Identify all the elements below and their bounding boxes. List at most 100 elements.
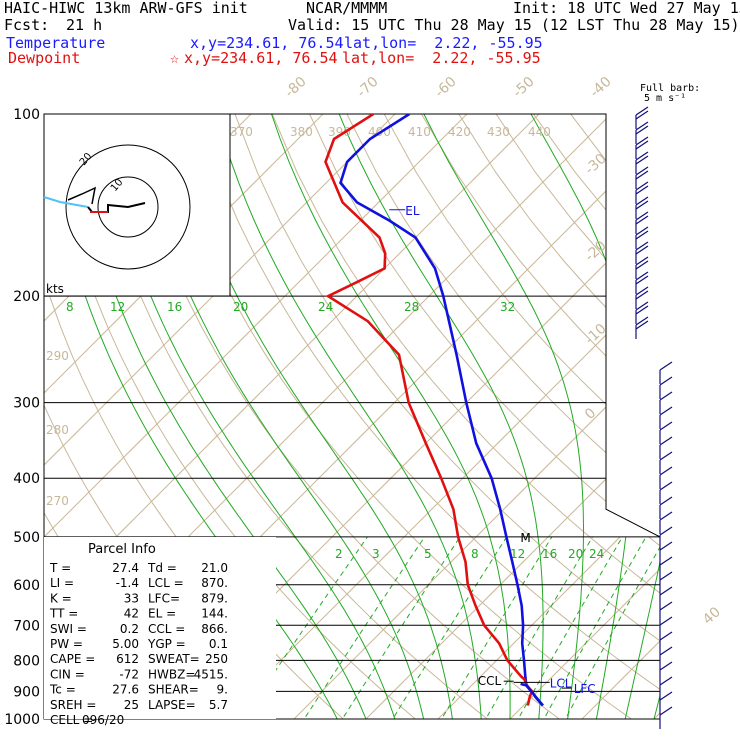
mixing-ratio-label: 2 xyxy=(335,547,343,561)
dry-adiabat-line xyxy=(495,114,660,719)
mixing-ratio-line xyxy=(333,536,461,719)
isotherm-label: 0 xyxy=(582,405,599,423)
parcel-info-key: CAPE = xyxy=(50,652,95,666)
moist-adiabat-line xyxy=(99,114,396,719)
wind-barb-flag xyxy=(659,406,673,416)
dry-adiabat-line xyxy=(122,114,578,719)
mixing-ratio-label: 28 xyxy=(404,300,419,314)
parcel-info-value: 21.0 xyxy=(201,561,228,575)
wind-barb-flag xyxy=(635,290,649,300)
wind-barb-flag xyxy=(635,271,649,281)
parcel-info-value: 27.6 xyxy=(112,683,139,697)
pressure-tick-label: 300 xyxy=(13,396,40,412)
dry-adiabat-line xyxy=(607,114,660,719)
parcel-info-key: LI = xyxy=(50,576,74,590)
wind-barb-flag xyxy=(659,646,673,656)
mixing-ratio-label: 8 xyxy=(471,547,479,561)
hodograph-trace xyxy=(43,196,89,208)
ccl-label: CCL xyxy=(478,674,502,688)
isotherm-line xyxy=(640,114,660,719)
temperature-latlon: lat,lon= 2.22, -55.95 xyxy=(344,34,543,52)
dry-adiabat-line xyxy=(234,114,660,719)
isotherm-line xyxy=(352,114,660,719)
wind-barb-flag xyxy=(635,170,649,180)
hodograph-ring xyxy=(97,176,159,238)
parcel-info-title: Parcel Info xyxy=(88,542,156,557)
parcel-info-value: 096/20 xyxy=(82,713,124,727)
parcel-info-value: 25 xyxy=(124,698,139,712)
parcel-info-key: EL = xyxy=(148,607,176,621)
wind-barb-flag xyxy=(659,391,673,401)
parcel-info-value: 250 xyxy=(205,652,228,666)
wind-barb-flag xyxy=(635,151,649,161)
mixing-ratio-label: 5 xyxy=(424,547,432,561)
wind-barb-flag xyxy=(659,586,673,596)
parcel-info-value: 4515. xyxy=(194,667,228,681)
moist-adiabat-line xyxy=(132,114,425,719)
isotherm-line xyxy=(424,114,660,719)
parcel-info-value: 144. xyxy=(201,607,228,621)
hodograph-ring xyxy=(65,144,191,270)
moist-adiabat-line xyxy=(423,114,584,719)
star-icon: ☆ xyxy=(170,49,180,67)
moist-adiabat-line xyxy=(215,114,482,719)
mixing-ratio-label: 8 xyxy=(66,300,74,314)
theta-label: 270 xyxy=(46,494,69,508)
dry-adiabat-line xyxy=(85,114,505,719)
parcel-info-key: CELL = xyxy=(50,713,93,727)
wind-barb-flag xyxy=(659,481,673,491)
wind-barb-flag xyxy=(635,245,649,255)
dry-adiabat-line xyxy=(458,114,660,719)
dewpoint-legend: Dewpoint xyxy=(8,49,81,67)
el-label: EL xyxy=(405,204,420,218)
pressure-tick-label: 500 xyxy=(13,530,40,546)
isotherm-line xyxy=(496,114,660,719)
isotherm-line xyxy=(280,114,660,719)
parcel-info-key: SWEAT= xyxy=(148,652,200,666)
pressure-tick-label: 800 xyxy=(13,653,40,669)
parcel-info-key: Td = xyxy=(147,561,177,575)
hodograph-trace xyxy=(67,186,97,205)
wind-barb-flag xyxy=(635,241,649,251)
mixing-ratio-label: 12 xyxy=(510,547,525,561)
wind-barb-flag xyxy=(635,316,649,326)
wind-barb-flag xyxy=(635,121,649,131)
mixing-ratio-label: 20 xyxy=(233,300,248,314)
isotherm-label: -40 xyxy=(587,74,615,101)
mixing-ratio-label: 3 xyxy=(372,547,380,561)
dry-adiabat-line xyxy=(720,114,740,732)
wind-barb-flag xyxy=(659,376,673,386)
parcel-info-key: SREH = xyxy=(50,698,96,712)
wind-barb-flag xyxy=(659,511,673,521)
wind-barb-flag xyxy=(635,155,649,165)
wind-barb-flag xyxy=(659,436,673,446)
theta-label: 380 xyxy=(290,125,313,139)
temperature-profile xyxy=(339,114,544,707)
wind-barb-flag xyxy=(635,211,649,221)
mixing-ratio-label: 16 xyxy=(542,547,557,561)
isotherm-label: -70 xyxy=(354,74,382,101)
dry-adiabat-line xyxy=(383,114,660,719)
isotherm-line xyxy=(568,114,660,719)
parcel-path xyxy=(520,682,544,707)
wind-barb-flag xyxy=(635,275,649,285)
wind-barb-flag xyxy=(659,571,673,581)
wind-barb-flag xyxy=(659,496,673,506)
pressure-tick-label: 200 xyxy=(13,289,40,305)
isotherm-label: -60 xyxy=(432,74,460,101)
wind-barb-flag xyxy=(659,616,673,626)
wind-barb-flag xyxy=(659,421,673,431)
temperature-xy: x,y=234.61, 76.54 xyxy=(190,34,344,52)
isotherm-line xyxy=(44,114,496,719)
dry-adiabat-line xyxy=(532,114,660,719)
wind-barb-flag xyxy=(659,466,673,476)
pressure-tick-label: 1000 xyxy=(4,712,40,728)
parcel-info-key: K = xyxy=(50,591,72,605)
wind-barb-flag xyxy=(635,286,649,296)
wind-barb-flag xyxy=(635,260,649,270)
parcel-info-value: -1.4 xyxy=(116,576,139,590)
parcel-info-key: T = xyxy=(49,561,71,575)
parcel-info-key: LAPSE= xyxy=(148,698,196,712)
mixing-ratio-line xyxy=(510,536,623,719)
wind-barb-flag xyxy=(635,106,649,116)
